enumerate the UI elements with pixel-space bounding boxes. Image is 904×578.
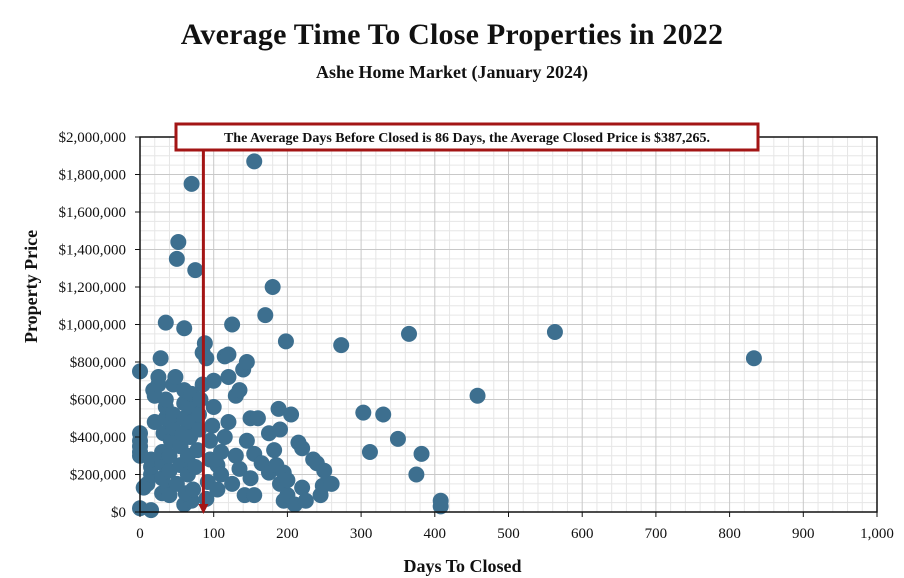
data-point <box>150 369 167 385</box>
data-point <box>277 333 294 350</box>
chart-subtitle: Ashe Home Market (January 2024) <box>316 62 588 82</box>
data-point <box>143 502 160 519</box>
data-point <box>249 410 266 427</box>
data-point <box>279 472 296 489</box>
annotation-text: The Average Days Before Closed is 86 Day… <box>224 131 710 146</box>
data-point <box>238 432 255 449</box>
data-point <box>323 475 340 492</box>
data-point <box>213 444 230 460</box>
y-axis-label: Property Price <box>21 230 41 343</box>
data-point <box>361 444 378 460</box>
data-point <box>224 316 241 333</box>
data-point <box>167 369 184 385</box>
y-tick-label: $200,000 <box>70 468 126 484</box>
x-tick-label: 0 <box>136 526 144 542</box>
data-point <box>546 324 563 340</box>
average-arrowhead <box>198 504 209 514</box>
data-point <box>205 372 222 389</box>
data-point <box>283 406 300 423</box>
data-point <box>209 481 226 498</box>
data-point <box>316 462 333 479</box>
y-tick-label: $0 <box>111 505 126 521</box>
data-point <box>224 475 241 492</box>
data-point <box>246 487 263 504</box>
data-point <box>297 492 314 509</box>
data-point <box>389 430 406 447</box>
x-tick-label: 300 <box>350 526 373 542</box>
data-point <box>161 447 178 464</box>
y-tick-label: $600,000 <box>70 393 126 409</box>
data-point <box>401 325 418 342</box>
y-tick-label: $1,400,000 <box>59 243 127 259</box>
data-point <box>152 350 169 367</box>
data-point <box>157 391 174 408</box>
average-annotation: The Average Days Before Closed is 86 Day… <box>174 122 760 152</box>
x-tick-label: 800 <box>718 526 741 542</box>
data-point <box>220 346 237 363</box>
data-point <box>266 442 283 459</box>
data-point <box>375 406 392 423</box>
data-point <box>231 460 248 477</box>
data-point <box>294 479 311 496</box>
x-axis-ticks: 0 100 200 300 400 500 600 700 800 900 1,000 <box>136 512 894 542</box>
data-point <box>213 466 230 483</box>
data-point <box>246 153 263 170</box>
data-point <box>238 354 255 370</box>
data-point <box>204 417 221 434</box>
x-axis-label: Days To Closed <box>403 556 521 576</box>
data-point <box>432 498 449 515</box>
data-point <box>205 399 222 415</box>
data-point <box>231 382 248 399</box>
y-tick-label: $1,800,000 <box>59 168 127 184</box>
y-tick-label: $800,000 <box>70 355 126 371</box>
data-point <box>355 404 372 421</box>
x-tick-label: 100 <box>202 526 225 542</box>
data-point <box>272 421 289 438</box>
data-point <box>216 429 233 445</box>
data-point <box>168 250 185 267</box>
data-point <box>187 262 204 279</box>
y-tick-label: $1,000,000 <box>59 318 127 334</box>
x-tick-label: 200 <box>276 526 299 542</box>
data-point <box>413 445 430 462</box>
data-point <box>264 279 281 295</box>
data-point <box>189 442 206 459</box>
data-point <box>176 320 193 337</box>
data-point <box>220 414 237 430</box>
data-point <box>227 447 244 464</box>
data-point <box>745 350 762 367</box>
data-point <box>270 400 287 417</box>
chart-title: Average Time To Close Properties in 2022 <box>180 18 724 51</box>
data-point <box>333 337 350 354</box>
y-tick-label: $1,200,000 <box>59 280 127 296</box>
data-point <box>202 432 219 449</box>
x-tick-label: 1,000 <box>860 526 894 542</box>
y-axis-ticks: $0 $200,000 $400,000 $600,000 $800,000 $1,000… <box>59 130 140 521</box>
y-tick-label: $2,000,000 <box>59 130 127 146</box>
data-point <box>469 387 486 404</box>
x-tick-label: 600 <box>571 526 594 542</box>
y-tick-label: $1,600,000 <box>59 205 127 221</box>
annotation-box <box>174 122 760 152</box>
y-tick-label: $400,000 <box>70 430 126 446</box>
data-point <box>294 440 311 457</box>
x-tick-label: 700 <box>645 526 668 542</box>
average-marker <box>198 149 209 514</box>
x-tick-label: 900 <box>792 526 815 542</box>
data-point <box>242 470 259 487</box>
data-point <box>220 369 237 385</box>
data-point <box>187 459 204 475</box>
data-point <box>157 314 174 331</box>
data-point <box>408 466 425 483</box>
data-point <box>198 350 215 367</box>
data-point <box>183 175 200 192</box>
data-point <box>170 234 187 250</box>
data-point <box>185 481 202 498</box>
x-tick-label: 500 <box>497 526 520 542</box>
data-points <box>132 153 762 519</box>
x-tick-label: 400 <box>424 526 447 542</box>
data-point <box>257 307 274 324</box>
